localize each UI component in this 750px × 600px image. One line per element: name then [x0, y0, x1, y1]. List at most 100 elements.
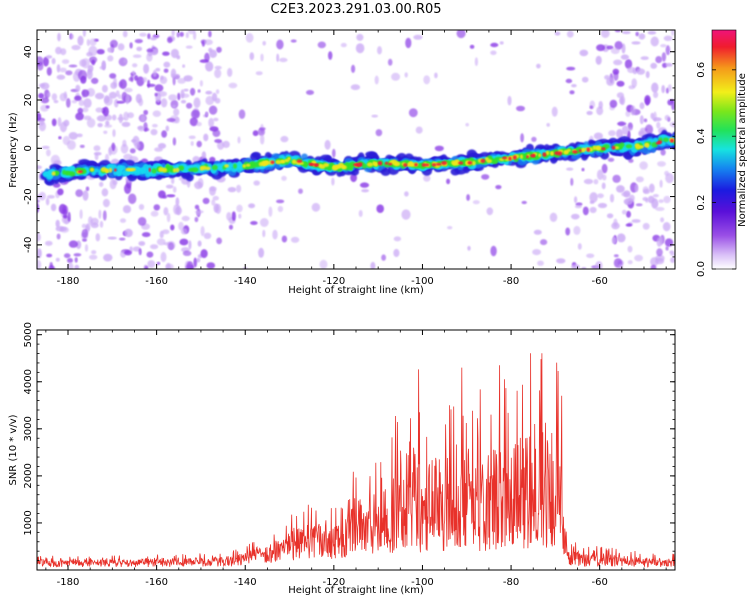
heatmap-speckle — [81, 89, 90, 98]
heatmap-ridge-green — [233, 163, 237, 169]
heatmap-ridge-outer — [684, 136, 692, 145]
heatmap-ridge-blue — [677, 134, 685, 139]
heatmap-speckle — [214, 139, 223, 143]
heatmap-speckle — [259, 218, 269, 227]
heatmap-speckle — [216, 46, 222, 53]
heatmap-speckle — [597, 193, 604, 199]
heatmap-ridge-peak — [586, 147, 590, 152]
heatmap-speckle — [607, 157, 615, 162]
spectrogram-x-axis-label: Height of straight line (km) — [288, 285, 424, 296]
heatmap-speckle — [466, 194, 470, 201]
heatmap-speckle — [67, 262, 74, 269]
heatmap-speckle — [355, 43, 365, 54]
heatmap-speckle — [83, 115, 92, 121]
heatmap-speckle — [577, 243, 582, 250]
snr-y-axis-label: SNR (10 * v/v) — [8, 414, 19, 485]
heatmap-speckle — [447, 226, 453, 230]
heatmap-ridge-peak — [512, 155, 517, 160]
heatmap-ridge-yellow — [317, 163, 323, 168]
heatmap-speckle — [404, 191, 409, 197]
heatmap-speckle — [137, 217, 147, 226]
heatmap-speckle — [182, 250, 192, 256]
heatmap-speckle — [102, 61, 106, 71]
heatmap-speckle — [166, 118, 176, 122]
heatmap-speckle — [643, 118, 648, 123]
heatmap-speckle — [107, 236, 117, 240]
heatmap-speckle — [37, 232, 41, 242]
heatmap-speckle — [490, 42, 499, 48]
heatmap-ridge-yellow — [242, 164, 246, 168]
heatmap-speckle — [465, 123, 470, 127]
heatmap-speckle — [657, 161, 666, 167]
colorbar-gradient — [712, 30, 736, 269]
heatmap-speckle — [237, 136, 241, 144]
heatmap-speckle — [663, 195, 671, 204]
heatmap-speckle — [162, 51, 170, 56]
spectrogram-x-tick-label: -140 — [234, 276, 257, 287]
heatmap-speckle — [609, 193, 615, 203]
heatmap-speckle — [133, 75, 139, 81]
heatmap-speckle — [171, 177, 175, 185]
heatmap-speckle — [609, 99, 618, 108]
heatmap-speckle — [146, 251, 154, 258]
heatmap-speckle — [119, 79, 127, 90]
spectrogram-x-tick-label: -180 — [57, 276, 80, 287]
heatmap-ridge-peak — [611, 145, 616, 150]
heatmap-speckle — [37, 248, 42, 259]
heatmap-speckle — [597, 202, 608, 209]
heatmap-speckle — [66, 140, 76, 150]
heatmap-ridge-green — [680, 140, 685, 144]
heatmap-speckle — [176, 31, 180, 38]
heatmap-speckle — [56, 64, 61, 73]
heatmap-speckle — [613, 59, 623, 66]
heatmap-speckle — [190, 87, 196, 96]
heatmap-speckle — [665, 173, 674, 184]
heatmap-speckle — [98, 209, 102, 219]
heatmap-ridge-peak — [77, 170, 83, 174]
heatmap-speckle — [96, 115, 106, 122]
heatmap-speckle — [227, 67, 233, 77]
heatmap-speckle — [209, 186, 216, 196]
heatmap-speckle — [160, 75, 164, 81]
heatmap-speckle — [75, 112, 84, 121]
heatmap-speckle — [499, 41, 504, 45]
heatmap-speckle — [613, 254, 619, 258]
heatmap-speckle — [214, 65, 222, 70]
heatmap-speckle — [636, 68, 646, 75]
heatmap-speckle — [248, 203, 256, 209]
heatmap-speckle — [160, 98, 168, 108]
heatmap-speckle — [208, 105, 218, 115]
heatmap-speckle — [262, 41, 267, 46]
heatmap-speckle — [177, 92, 181, 101]
heatmap-speckle — [68, 64, 78, 68]
heatmap-ridge-outer — [676, 132, 684, 140]
heatmap-speckle — [661, 85, 666, 94]
heatmap-speckle — [236, 184, 242, 193]
heatmap-ridge-yellow — [471, 160, 476, 166]
heatmap-speckle — [156, 261, 161, 265]
heatmap-ridge-peak — [531, 153, 536, 158]
heatmap-ridge-green — [679, 140, 686, 144]
heatmap-speckle — [37, 259, 42, 269]
heatmap-ridge-cyan — [676, 139, 680, 144]
heatmap-speckle — [328, 51, 333, 60]
heatmap-speckle — [644, 124, 654, 135]
heatmap-speckle — [174, 73, 181, 80]
heatmap-speckle — [82, 30, 86, 37]
heatmap-ridge-yellow — [394, 161, 401, 166]
heatmap-ridge-yellow — [275, 160, 282, 165]
heatmap-speckle — [260, 134, 265, 145]
heatmap-speckle — [642, 197, 649, 201]
heatmap-speckle — [74, 257, 78, 263]
heatmap-speckle — [96, 49, 105, 55]
heatmap-ridge-cyan — [677, 138, 684, 144]
heatmap-speckle — [95, 92, 105, 100]
heatmap-speckle — [165, 262, 171, 269]
heatmap-speckle — [670, 257, 675, 263]
heatmap-speckle — [189, 117, 198, 127]
heatmap-ridge-outer — [682, 138, 694, 146]
heatmap-ridge-peak — [296, 159, 303, 163]
heatmap-speckle — [163, 207, 169, 216]
heatmap-speckle — [377, 46, 382, 55]
heatmap-speckle — [143, 109, 149, 116]
